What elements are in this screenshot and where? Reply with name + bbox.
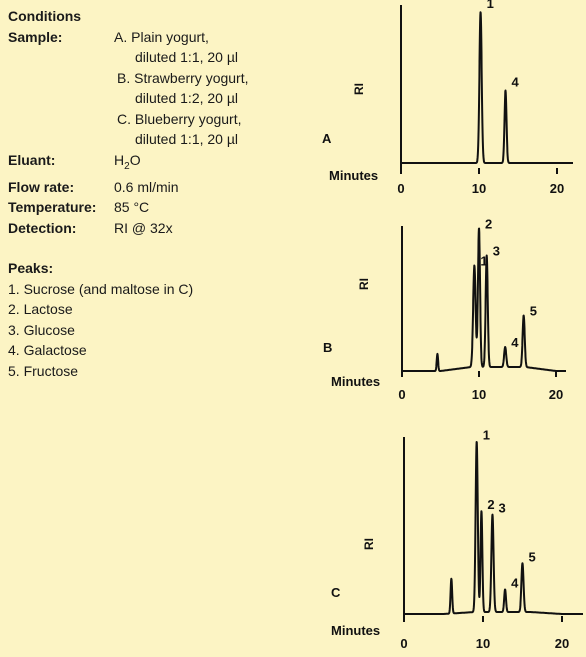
temperature-label: Temperature: <box>8 199 97 216</box>
sample-line: diluted 1:2, 20 µl <box>135 90 239 106</box>
x-tick-label: 20 <box>549 387 563 402</box>
peak-label-4: 4 <box>511 335 519 350</box>
flow-label: Flow rate: <box>8 178 75 195</box>
sample-row: Sample: A. Plain yogurt, <box>8 27 308 48</box>
eluant-value: H2O <box>114 150 308 177</box>
peak-label-4: 4 <box>512 75 520 90</box>
x-tick-label: 10 <box>476 636 490 651</box>
peak-label-3: 3 <box>499 501 506 516</box>
peak-label-1: 1 <box>487 0 494 11</box>
peak-label-3: 3 <box>493 244 500 259</box>
x-tick-label: 0 <box>397 181 404 196</box>
peak-label-2: 2 <box>487 497 494 512</box>
y-axis-label: RI <box>352 83 366 95</box>
chromatogram-trace <box>400 11 574 164</box>
temperature-row: Temperature: 85 °C <box>8 197 308 218</box>
conditions-title: Conditions <box>8 8 82 24</box>
panel-label: C <box>331 585 341 600</box>
peak-item: 1. Sucrose (and maltose in C) <box>8 280 194 297</box>
eluant-h: H <box>114 151 125 168</box>
flow-row: Flow rate: 0.6 ml/min <box>8 177 308 198</box>
x-tick-label: 20 <box>555 636 569 651</box>
peak-item: 5. Fructose <box>8 362 79 379</box>
peak-label-5: 5 <box>529 549 536 564</box>
chromatogram-c: 1 2 3 45 0 10 20 Minutes RI C <box>331 428 584 651</box>
x-tick-label: 0 <box>398 387 405 402</box>
peak-item: 2. Lactose <box>8 301 73 318</box>
peaks-title: Peaks: <box>8 260 54 277</box>
x-axis-label: Minutes <box>331 623 380 638</box>
y-axis-label: RI <box>357 278 371 290</box>
peak-label-2: 2 <box>485 216 492 231</box>
chromatogram-a: 1 4 0 10 20 Minutes RI A <box>322 0 574 196</box>
x-tick-label: 20 <box>550 181 564 196</box>
peak-item: 4. Galactose <box>8 342 87 359</box>
detection-row: Detection: RI @ 32x <box>8 218 308 239</box>
detection-label: Detection: <box>8 219 77 236</box>
panel-label: A <box>322 131 332 146</box>
peak-label-4: 4 <box>511 575 519 590</box>
peak-label-1: 1 <box>480 254 487 269</box>
x-axis-label: Minutes <box>329 168 378 183</box>
eluant-o: O <box>129 151 141 168</box>
sample-line: diluted 1:1, 20 µl <box>135 49 239 65</box>
eluant-label: Eluant: <box>8 151 56 168</box>
x-tick-label: 0 <box>400 636 407 651</box>
panel-label: B <box>323 340 332 355</box>
sample-line: A. Plain yogurt, <box>114 28 209 45</box>
peak-label-1: 1 <box>483 428 490 443</box>
detection-value: RI @ 32x <box>114 219 173 236</box>
x-tick-label: 10 <box>472 387 486 402</box>
peak-item: 3. Glucose <box>8 321 75 338</box>
y-axis-label: RI <box>362 538 376 550</box>
temperature-value: 85 °C <box>114 199 150 216</box>
peak-label-5: 5 <box>530 304 537 319</box>
sample-line: diluted 1:1, 20 µl <box>135 131 239 147</box>
sample-line: C. Blueberry yogurt, <box>117 110 242 127</box>
chromatogram-trace <box>401 227 567 372</box>
eluant-subscript: 2 <box>124 160 130 172</box>
chromatogram-trace <box>403 441 584 615</box>
x-tick-label: 10 <box>472 181 486 196</box>
eluant-row: Eluant: H2O <box>8 150 308 177</box>
sample-label: Sample: <box>8 28 63 45</box>
sample-line: B. Strawberry yogurt, <box>117 69 249 86</box>
flow-value: 0.6 ml/min <box>114 178 179 195</box>
conditions-panel: Conditions Sample: A. Plain yogurt, dilu… <box>8 6 308 381</box>
x-axis-label: Minutes <box>331 374 380 389</box>
